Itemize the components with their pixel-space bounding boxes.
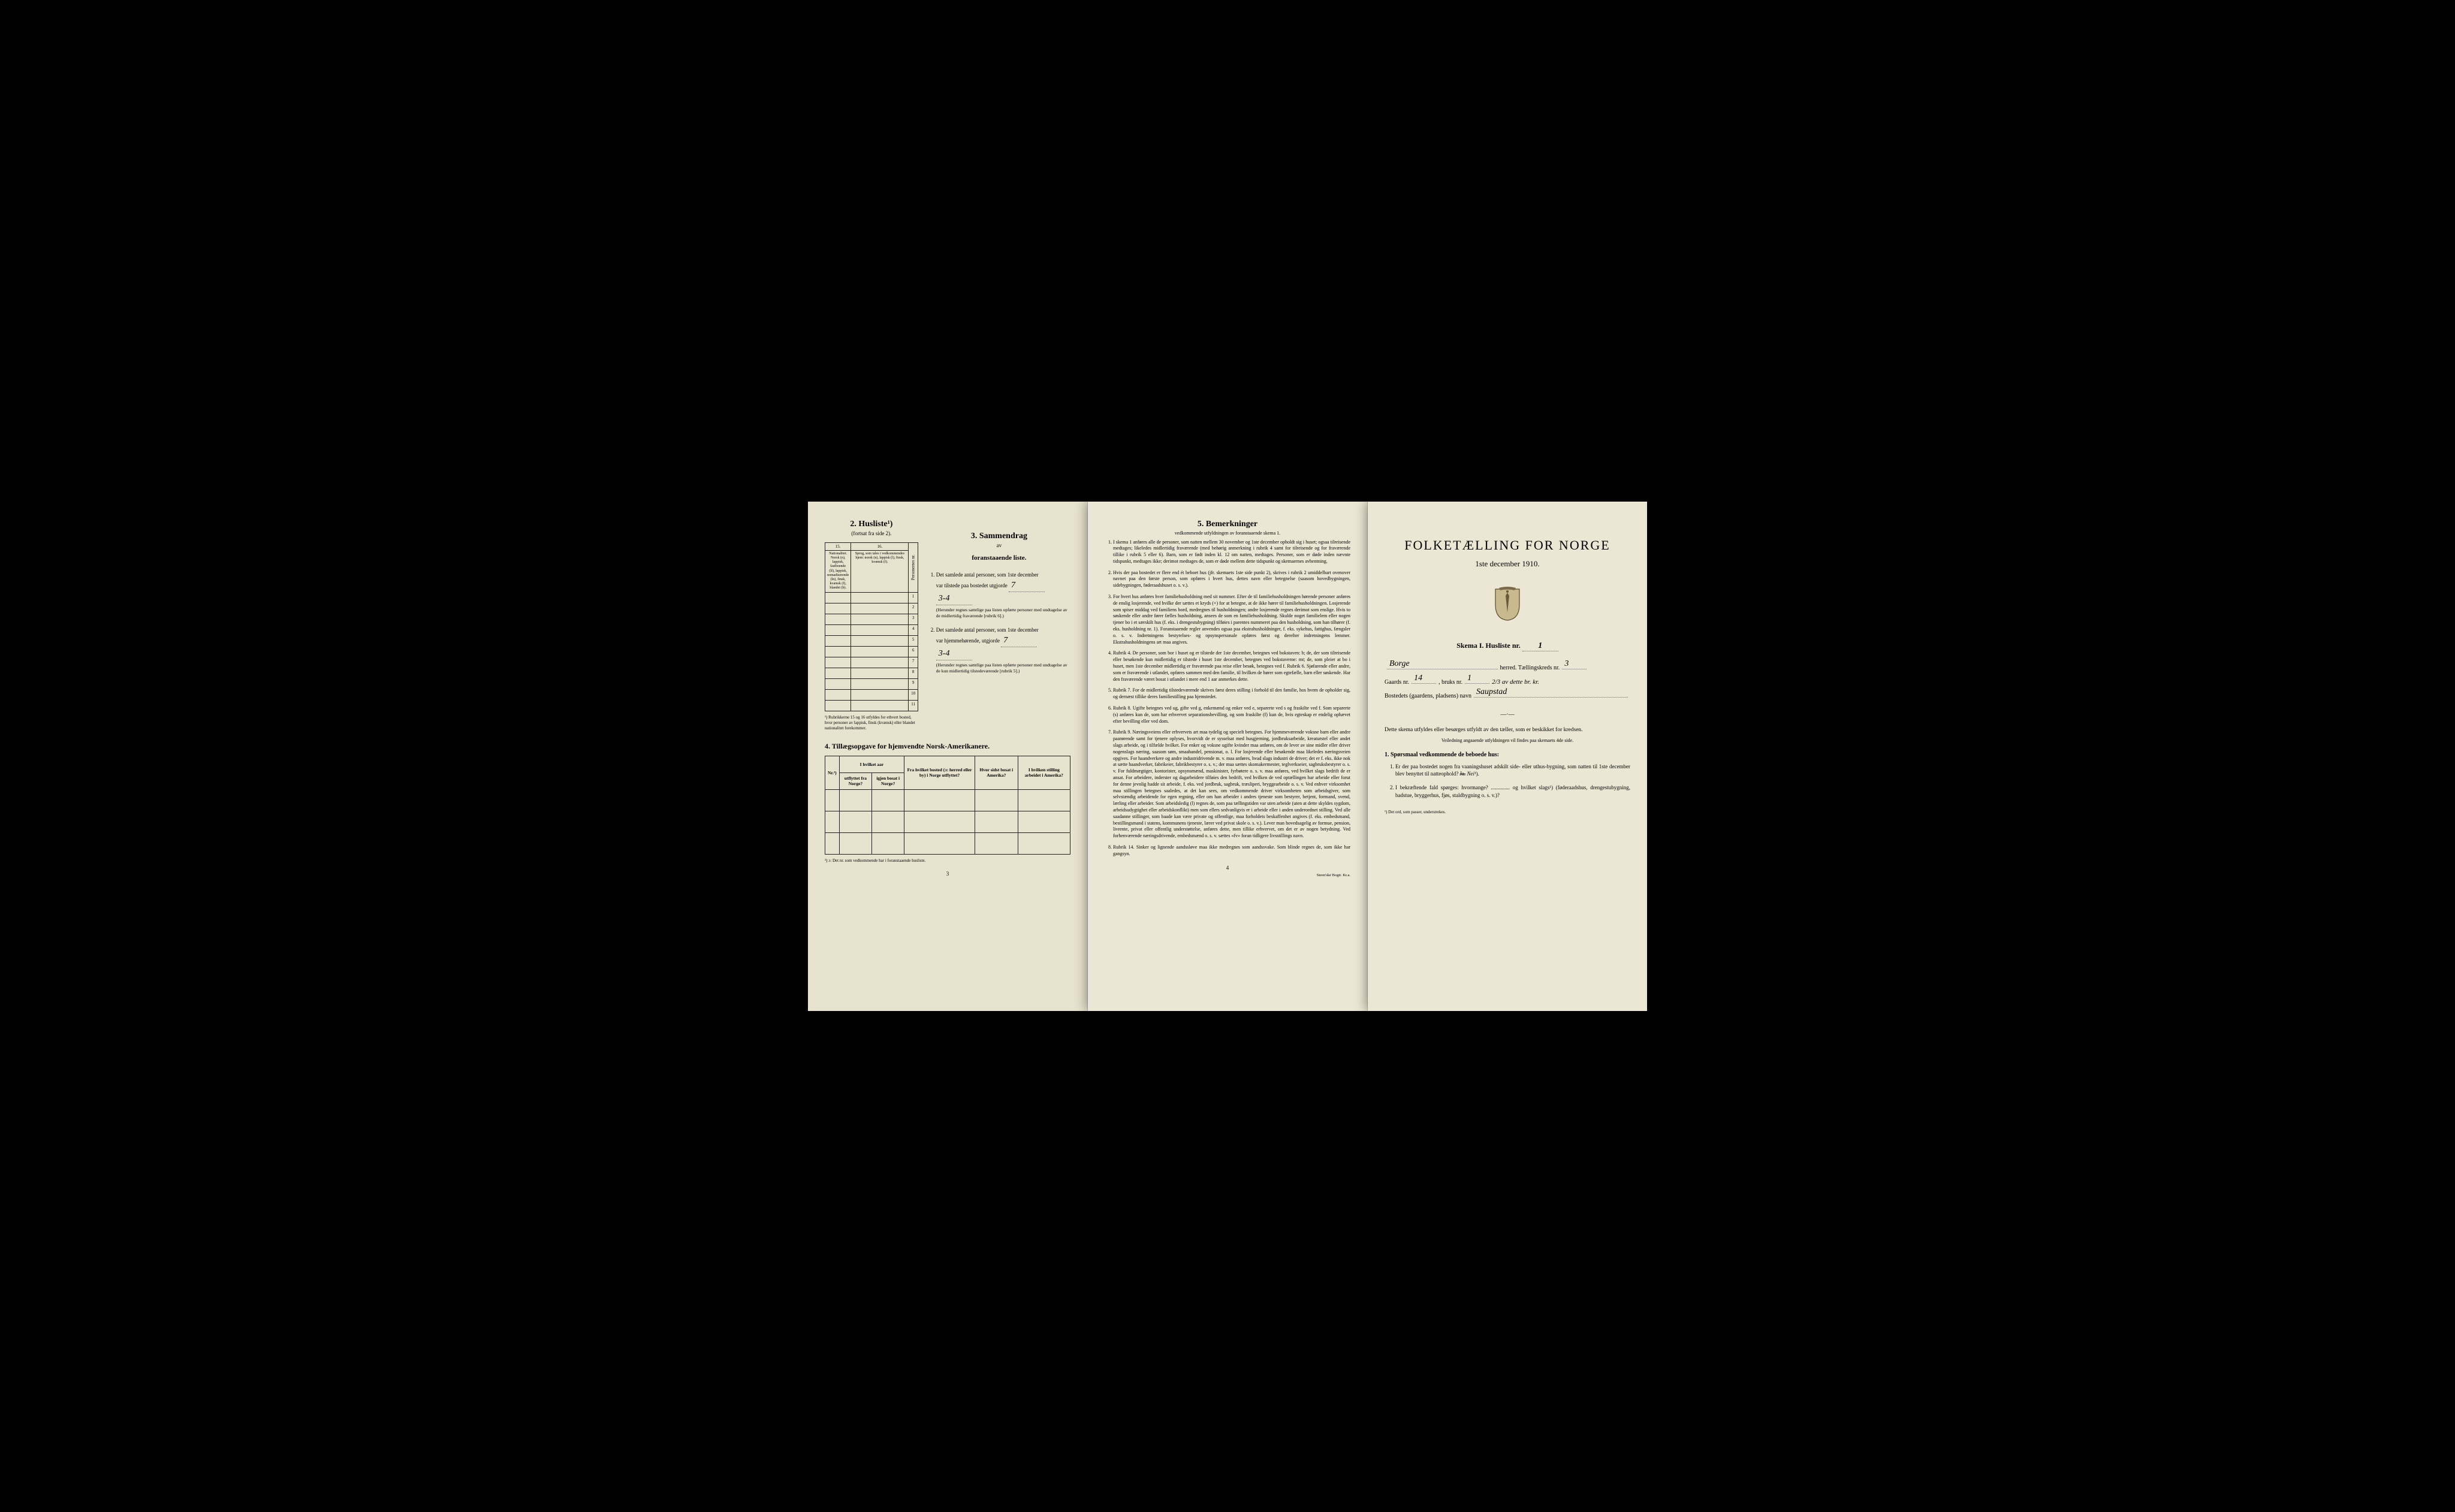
bemerk-5: Rubrik 7. For de midlertidig tilstedevær… xyxy=(1113,687,1350,701)
bemerk-list: I skema 1 anføres alle de personer, som … xyxy=(1105,539,1350,858)
q1-ja: Ja. xyxy=(1459,771,1465,777)
row-8: 8 xyxy=(909,668,918,678)
section3-sub1: av xyxy=(928,542,1070,548)
divider-icon: ―·― xyxy=(1385,711,1630,718)
bemerk-4: Rubrik 4. De personer, som bor i huset o… xyxy=(1113,650,1350,683)
col-15-head: Nationalitet. Norsk (n), lappisk, fastbo… xyxy=(825,550,851,592)
s4-col1: I hvilket aar xyxy=(839,756,904,772)
herred-val: Borge xyxy=(1389,659,1410,669)
section5-title: 5. Bemerkninger xyxy=(1105,520,1350,529)
row-2: 2 xyxy=(909,603,918,614)
gaard-nr: 14 xyxy=(1414,674,1422,683)
section2-subtitle: (fortsat fra side 2). xyxy=(825,530,918,536)
bemerk-3: For hvert hus anføres hver familiehushol… xyxy=(1113,594,1350,645)
row-11: 11 xyxy=(909,700,918,711)
sammendrag-item-2: Det samlede antal personer, som 1ste dec… xyxy=(936,626,1070,674)
s4-col0: Nr.²) xyxy=(825,756,840,789)
bemerk-6: Rubrik 8. Ugifte betegnes ved ug, gifte … xyxy=(1113,705,1350,725)
husliste-nr: 1 xyxy=(1538,641,1542,650)
question-heading: 1. Spørsmaal vedkommende de beboede hus: xyxy=(1385,752,1630,758)
section4-title: 4. Tillægsopgave for hjemvendte Norsk-Am… xyxy=(825,742,1070,751)
row-5: 5 xyxy=(909,635,918,646)
printer-credit: Steen'ske Bogtr. Kr.a. xyxy=(1105,873,1350,877)
s4-col3: Hvor sidst bosat i Amerika? xyxy=(975,756,1018,789)
skema-line: Skema I. Husliste nr. 1 xyxy=(1385,641,1630,651)
row-3: 3 xyxy=(909,614,918,624)
herred-line: Borge herred. Tællingskreds nr. 3 xyxy=(1385,665,1630,671)
gaard-line: Gaards nr. 14 , bruks nr. 1 2/3 av dette… xyxy=(1385,678,1630,686)
page-4: 5. Bemerkninger vedkommende utfyldningen… xyxy=(1088,502,1368,1011)
bemerk-7: Rubrik 9. Næringsveiens eller erhvervets… xyxy=(1113,729,1350,840)
cover-footnote: ¹) Det ord, som passer, understrekes. xyxy=(1385,810,1630,815)
s4-sub0: utflyttet fra Norge? xyxy=(839,772,871,789)
bemerk-2: Hvis der paa bostedet er flere end ét be… xyxy=(1113,570,1350,589)
intro-text: Dette skema utfyldes eller besørges utfy… xyxy=(1385,726,1630,734)
row-6: 6 xyxy=(909,646,918,657)
bemerk-1: I skema 1 anføres alle de personer, som … xyxy=(1113,539,1350,565)
s4-sub1: igjen bosat i Norge? xyxy=(872,772,904,789)
section3-title: 3. Sammendrag xyxy=(928,532,1070,541)
s4-col4: I hvilken stilling arbeidet i Amerika? xyxy=(1018,756,1070,789)
s4-col2: Fra hvilket bosted (ɔ: herred eller by) … xyxy=(904,756,975,789)
col-16-head: Sprog, som tales i vedkommendes hjem: no… xyxy=(851,550,909,592)
row-4: 4 xyxy=(909,624,918,635)
cover-date: 1ste december 1910. xyxy=(1385,559,1630,569)
bosted-val: Saupstad xyxy=(1476,687,1507,697)
val2a: 7 xyxy=(1003,636,1008,645)
val1b: 3-4 xyxy=(939,594,950,603)
bemerk-8: Rubrik 14. Sinker og lignende aandssløve… xyxy=(1113,844,1350,858)
bosted-line: Bostedets (gaardens, pladsens) navn Saup… xyxy=(1385,693,1630,699)
section2-title: 2. Husliste¹) xyxy=(825,520,918,529)
sammendrag-item-1: Det samlede antal personer, som 1ste dec… xyxy=(936,571,1070,619)
section5-subtitle: vedkommende utfyldningen av foranstaaend… xyxy=(1105,530,1350,536)
val2b: 3-4 xyxy=(939,649,950,658)
question-2: I bekræftende fald spørges: hvormange? .… xyxy=(1395,784,1630,799)
row-1: 1 xyxy=(909,592,918,603)
kreds-val: 3 xyxy=(1564,659,1569,669)
section4-footnote: ²) ɔ: Det nr. som vedkommende har i fora… xyxy=(825,858,1070,864)
cover-page: FOLKETÆLLING FOR NORGE 1ste december 191… xyxy=(1368,502,1647,1011)
col-16: 16. xyxy=(851,542,909,550)
bruks-nr: 1 xyxy=(1467,674,1471,683)
question-1: Er der paa bostedet nogen fra vaaningshu… xyxy=(1395,763,1630,778)
section3-sub2: foranstaaende liste. xyxy=(928,554,1070,562)
document-spread: 2. Husliste¹) (fortsat fra side 2). 15. … xyxy=(808,502,1647,1011)
coat-of-arms-icon xyxy=(1385,587,1630,623)
row-9: 9 xyxy=(909,678,918,689)
husliste-table: 15. 16. Personernes nr. Nationalitet. No… xyxy=(825,542,918,711)
cover-title: FOLKETÆLLING FOR NORGE xyxy=(1385,538,1630,553)
page-num-3: 3 xyxy=(825,871,1070,877)
row-10: 10 xyxy=(909,689,918,700)
col-15: 15. xyxy=(825,542,851,550)
section4-table: Nr.²) I hvilket aar Fra hvilket bosted (… xyxy=(825,756,1070,855)
intro-sub: Veiledning angaaende utfyldningen vil fi… xyxy=(1385,738,1630,743)
gaard-tail: 2/3 av dette br. kr. xyxy=(1492,678,1539,686)
page-3: 2. Husliste¹) (fortsat fra side 2). 15. … xyxy=(808,502,1088,1011)
page-num-4: 4 xyxy=(1105,865,1350,871)
col-person-nr: Personernes nr. xyxy=(909,542,918,592)
row-7: 7 xyxy=(909,657,918,668)
section2-footnote: ¹) Rubrikkerne 15 og 16 utfyldes for eth… xyxy=(825,715,918,731)
val1a: 7 xyxy=(1011,581,1015,590)
